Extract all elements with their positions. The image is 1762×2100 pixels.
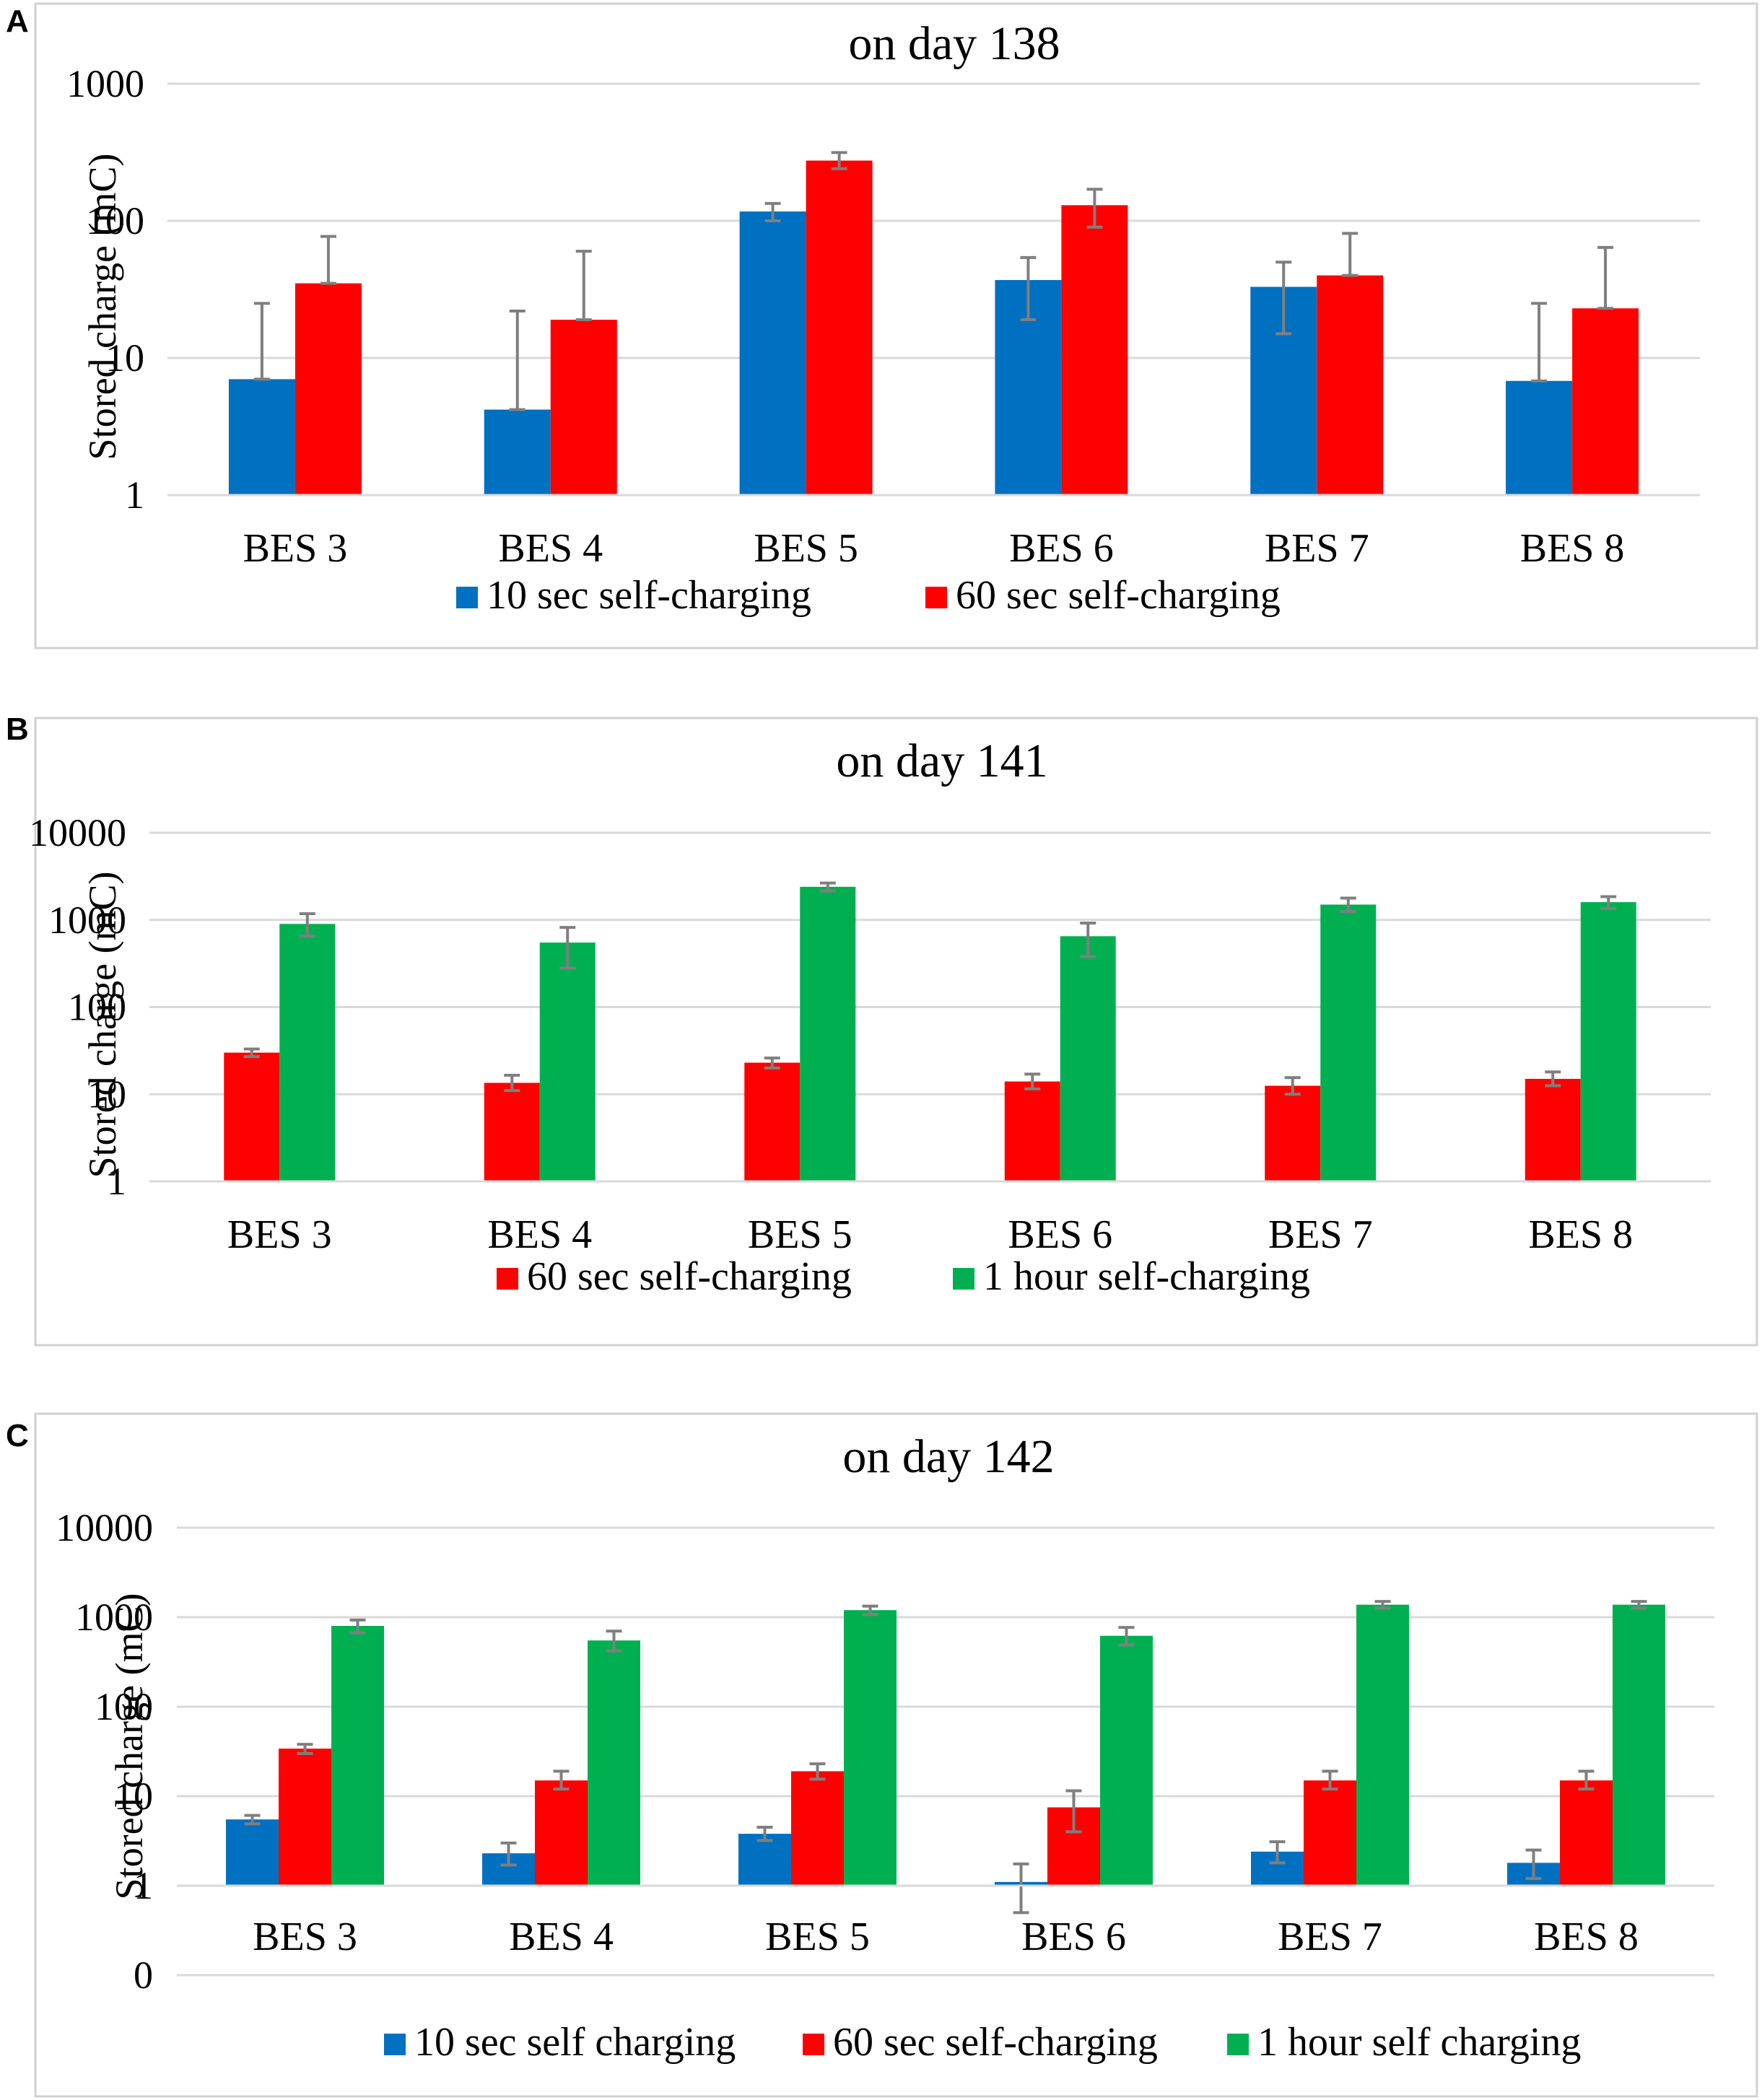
y-axis-title-a: Stored charge (mC) [81,154,124,460]
category-label-b: BES 8 [1528,1212,1633,1257]
bar-a-s1 [1317,275,1384,495]
plot-area-b: 1 10 100 1000 10000 BES 3 BES 4 BES 5 BES 6 BES 7… [29,811,1711,1299]
category-label-a: BES 4 [498,526,603,571]
legend-swatch-a [925,587,947,608]
legend-swatch-c [1227,2034,1249,2055]
bar-c-s2 [1613,1604,1665,1886]
y-tick-label-b: 10000 [29,811,126,854]
bar-b-s0 [484,1082,540,1181]
chart-title-b: on day 141 [836,735,1047,787]
bar-a-s1 [806,160,873,495]
bar-b-s1 [539,942,596,1181]
bar-b-s0 [224,1052,280,1181]
bar-b-s0 [1265,1085,1321,1181]
y-tick-label-a: 100 [86,199,144,242]
legend-label-c: 60 sec self-charging [833,2020,1158,2065]
y-tick-label-a: 1000 [66,62,144,105]
bar-a-s1 [550,320,617,495]
category-label-c: BES 3 [253,1915,357,1959]
bar-a-s0 [484,409,551,495]
bar-a-s0 [228,379,295,495]
bar-c-s1 [1560,1780,1613,1886]
legend-swatch-b [497,1268,518,1290]
bar-a-s1 [295,283,362,495]
bar-c-s2 [844,1610,897,1886]
y-tick-label-c: 100 [95,1685,153,1728]
bar-c-s1 [279,1749,331,1886]
bar-c-s2 [1100,1635,1153,1886]
chart-title-c: on day 142 [842,1430,1054,1483]
bar-b-s0 [744,1062,801,1181]
panel-letter-a: A [6,4,29,39]
category-label-b: BES 4 [487,1212,592,1257]
category-label-c: BES 8 [1534,1915,1639,1959]
category-label-b: BES 3 [227,1212,332,1257]
legend-label-c: 1 hour self charging [1257,2020,1581,2065]
y-tick-label-b: 10 [87,1072,126,1116]
bar-a-s1 [1572,308,1639,495]
bar-b-s1 [1060,936,1116,1181]
y-axis-title-c: Stored charge (mC) [108,1593,151,1900]
legend-label-a: 10 sec self-charging [487,573,811,618]
bar-b-s0 [1525,1078,1581,1181]
panel-c: C on day 142 Stored charge (mC) 0 1 10 100 1… [6,1412,1758,2098]
bar-c-s2 [588,1640,640,1886]
bar-b-s1 [279,924,336,1181]
bar-c-s1 [535,1780,588,1886]
y-tick-label-b: 1 [107,1160,126,1203]
plot-area-c: 0 1 10 100 1000 10000 BES 3 BES 4 BES 5 BES 6 BES … [56,1506,1714,2065]
category-label-b: BES 7 [1268,1212,1373,1257]
legend-label-b: 1 hour self-charging [983,1254,1310,1299]
y-tick-label-c: 10 [114,1775,153,1818]
category-label-c: BES 4 [509,1915,614,1959]
bar-c-s2 [331,1626,384,1886]
panel-a: A on day 138 Stored charge (mC) 1 10 100 10… [6,2,1758,649]
y-tick-label-a: 10 [105,336,144,380]
legend-swatch-b [953,1268,974,1290]
panel-b: B on day 141 Stored charge (mC) 1 10 100 10… [6,712,1758,1347]
category-label-a: BES 8 [1520,526,1625,571]
category-label-c: BES 5 [765,1915,870,1959]
plot-area-a: 1 10 100 1000 BES 3 BES 4 BES 5 BES 6 BES 7 BES 8… [66,62,1700,618]
y-tick-label-b: 100 [68,986,126,1029]
legend-swatch-c [803,2034,824,2055]
category-label-a: BES 3 [243,526,348,571]
bar-c-s2 [1356,1604,1409,1886]
y-tick-label-c: 0 [134,1954,153,1997]
category-label-b: BES 5 [748,1212,852,1257]
bar-c-s0 [226,1819,279,1886]
bar-c-s1 [1304,1780,1356,1886]
legend-label-b: 60 sec self-charging [527,1254,852,1299]
bar-c-s0 [738,1834,791,1886]
bar-a-s0 [739,211,806,495]
category-label-c: BES 6 [1021,1915,1126,1959]
y-tick-label-c: 1000 [75,1596,153,1639]
bar-b-s1 [1320,904,1377,1181]
category-label-a: BES 6 [1009,526,1114,571]
legend-label-c: 10 sec self charging [414,2020,736,2065]
y-tick-label-b: 1000 [48,898,126,942]
bar-c-s1 [791,1771,844,1886]
category-label-c: BES 7 [1278,1915,1382,1959]
chart-title-a: on day 138 [848,17,1060,70]
y-tick-label-a: 1 [125,473,144,517]
y-axis-title-b: Stored charge (mC) [81,872,124,1178]
bar-b-s1 [1580,902,1636,1181]
bar-a-s0 [1506,380,1573,495]
legend-swatch-c [384,2034,406,2055]
bar-b-s0 [1004,1081,1060,1181]
legend-swatch-a [456,587,478,608]
panel-letter-c: C [6,1418,29,1453]
y-tick-label-c: 1 [134,1864,153,1907]
y-tick-label-c: 10000 [56,1506,153,1549]
category-label-a: BES 5 [754,526,858,571]
legend-label-a: 60 sec self-charging [956,573,1281,618]
bar-b-s1 [800,886,856,1181]
category-label-b: BES 6 [1008,1212,1112,1257]
panel-letter-b: B [6,712,29,747]
bar-a-s1 [1061,205,1128,495]
category-label-a: BES 7 [1265,526,1369,571]
